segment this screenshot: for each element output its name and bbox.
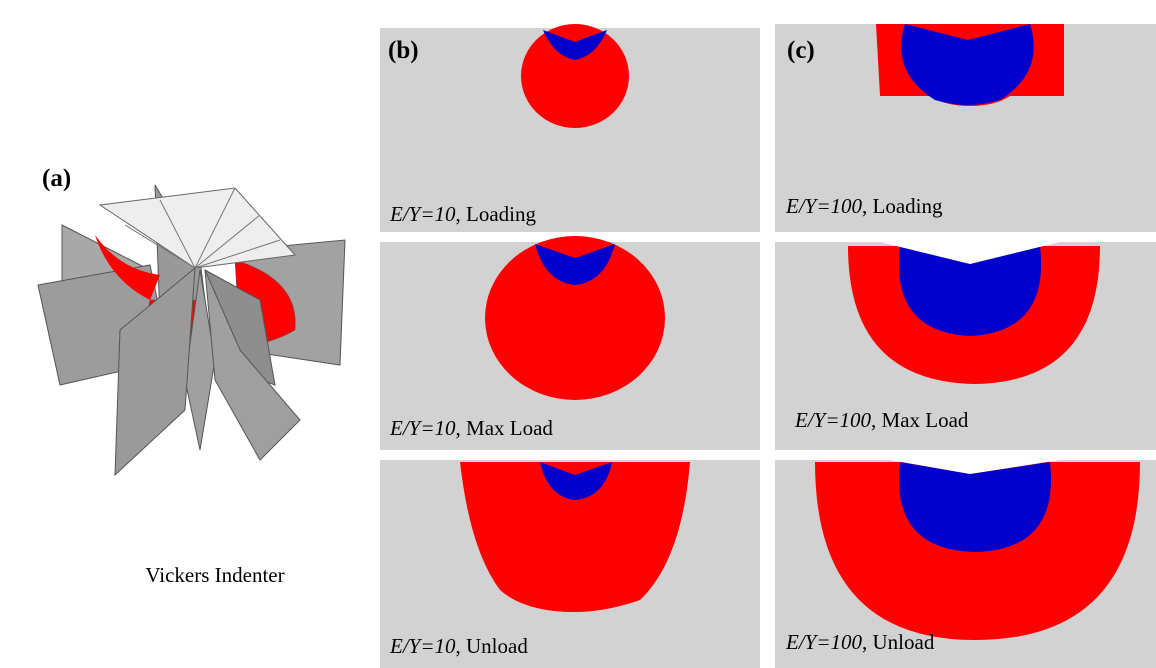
panel-label: (c)	[787, 37, 815, 64]
caption: E/Y=100, Max Load	[794, 408, 969, 432]
caption: E/Y=10, Max Load	[389, 416, 553, 440]
caption-part: E/Y=10	[389, 202, 456, 226]
plastic-zone	[521, 24, 629, 128]
caption-part: E/Y=100	[785, 194, 863, 218]
caption: E/Y=10, Loading	[389, 202, 536, 226]
indenter-illustration	[38, 185, 345, 475]
caption-part: , Unload	[456, 634, 529, 658]
caption-part: , Loading	[862, 194, 943, 218]
caption-part: E/Y=10	[389, 416, 456, 440]
caption-part: , Max Load	[456, 416, 554, 440]
caption-part: , Unload	[862, 630, 935, 654]
caption: Vickers Indenter	[145, 563, 284, 587]
panel-label: (a)	[42, 165, 71, 192]
caption: E/Y=10, Unload	[389, 634, 528, 658]
panel-label: (b)	[388, 37, 419, 64]
caption: E/Y=100, Unload	[785, 630, 935, 654]
caption: E/Y=100, Loading	[785, 194, 943, 218]
figure: (a) Vickers Indenter (b) E/Y=10, Loading…	[0, 0, 1156, 668]
caption-part: , Loading	[456, 202, 537, 226]
caption-part: E/Y=100	[785, 630, 863, 654]
caption-part: E/Y=10	[389, 634, 456, 658]
caption-part: E/Y=100	[794, 408, 872, 432]
caption-part: , Max Load	[871, 408, 969, 432]
